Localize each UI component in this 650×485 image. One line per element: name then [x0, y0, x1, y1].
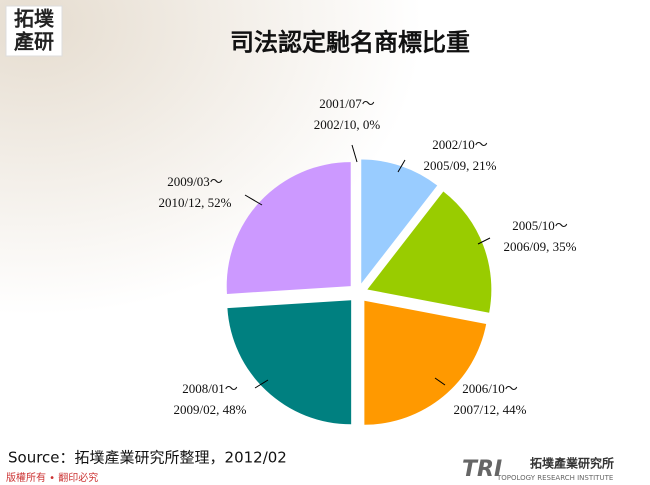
footer-logo-english: TOPOLOGY RESEARCH INSTITUTE	[496, 474, 613, 482]
pie-slice	[226, 162, 351, 294]
logo-text: 拓墣	[14, 7, 55, 31]
slice-label: 2009/03～	[167, 174, 223, 189]
pie-slice	[367, 191, 492, 313]
pie-slice	[364, 300, 487, 425]
value-label: 2006/09, 35%	[504, 239, 577, 254]
value-label: 2010/12, 52%	[159, 195, 232, 210]
chart-title: 司法認定馳名商標比重	[230, 28, 470, 57]
leader-line	[434, 377, 446, 386]
slice-label: 2001/07～	[319, 96, 375, 111]
slice-label: 2006/10～	[462, 381, 518, 396]
slice-label: 2005/10～	[512, 218, 568, 233]
leader-line	[244, 194, 263, 206]
leader-line	[397, 159, 406, 173]
leader-line	[477, 237, 491, 245]
source: Source：拓墣產業研究所整理，2012/02	[8, 449, 287, 467]
footer-logo-name: 拓墣產業研究所	[530, 456, 614, 471]
copyright: 版權所有 • 翻印必究	[6, 471, 98, 484]
logo-text: 產研	[14, 30, 54, 54]
slice-label: 2008/01～	[182, 381, 238, 396]
value-label: 2005/09, 21%	[424, 158, 497, 173]
leader-line	[254, 379, 269, 389]
leader-line	[351, 144, 358, 163]
value-label: 2002/10, 0%	[314, 117, 381, 132]
footer-logo-mark: TRI	[462, 457, 502, 482]
value-label: 2009/02, 48%	[174, 402, 247, 417]
pie-slice	[361, 159, 438, 284]
value-label: 2007/12, 44%	[454, 402, 527, 417]
slice-label: 2002/10～	[432, 137, 488, 152]
pie-slice	[227, 300, 352, 425]
logo-box	[5, 5, 63, 57]
